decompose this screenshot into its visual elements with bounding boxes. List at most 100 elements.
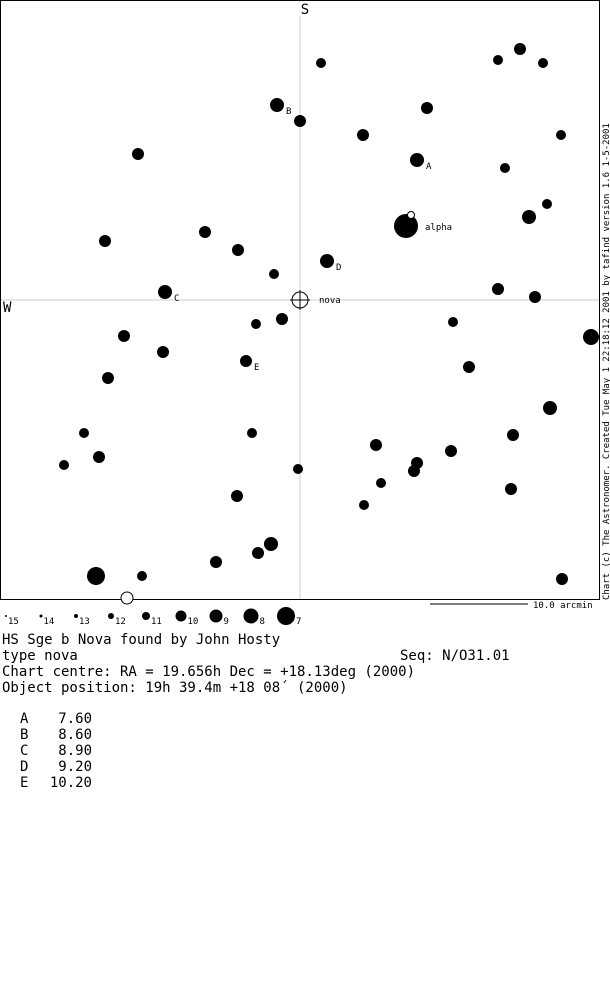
table-mag: 9.20: [58, 759, 92, 775]
table-star: D: [20, 759, 28, 775]
star: [357, 129, 369, 141]
star: [522, 210, 536, 224]
credit: Chart (c) The Astronomer. Created Tue Ma…: [602, 123, 610, 600]
chart-frame: [0, 0, 600, 600]
chart-centre: Chart centre: RA = 19.656h Dec = +18.13d…: [2, 664, 415, 680]
star: [529, 291, 541, 303]
table-mag: 8.90: [58, 743, 92, 759]
north-label: S: [301, 2, 309, 18]
star: [276, 313, 288, 325]
star: [493, 55, 503, 65]
star: [247, 428, 257, 438]
star: [542, 199, 552, 209]
star: [538, 58, 548, 68]
star: [394, 214, 418, 238]
star: [421, 102, 433, 114]
west-label: W: [3, 300, 12, 316]
star: [410, 153, 424, 167]
object-position: Object position: 19h 39.4m +18 08´ (2000…: [2, 680, 348, 696]
star: [252, 547, 264, 559]
star-label: E: [254, 363, 259, 373]
star: [543, 401, 557, 415]
star: [583, 329, 599, 345]
star: [370, 439, 382, 451]
star: [99, 235, 111, 247]
star: [210, 556, 222, 568]
legend-label: 8: [260, 617, 265, 627]
star: [269, 269, 279, 279]
table-star: B: [20, 727, 28, 743]
table-mag: 8.60: [58, 727, 92, 743]
legend-label: 7: [296, 617, 301, 627]
star: [240, 355, 252, 367]
legend-dot: [5, 615, 7, 617]
table-mag: 7.60: [58, 711, 92, 727]
star: [316, 58, 326, 68]
legend-label: 9: [224, 617, 229, 627]
star: [320, 254, 334, 268]
stars: [59, 43, 599, 605]
legend-dot: [74, 614, 78, 618]
legend-label: 11: [151, 617, 162, 627]
legend-dot: [108, 613, 114, 619]
star: [408, 465, 420, 477]
table-star: E: [20, 775, 28, 791]
legend-dot: [209, 609, 223, 623]
label-bg: [298, 2, 310, 16]
table-star: C: [20, 743, 28, 759]
star: [232, 244, 244, 256]
table-mag: 10.20: [50, 775, 92, 791]
star: [500, 163, 510, 173]
star: [157, 346, 169, 358]
star-label: D: [336, 263, 341, 273]
star: [293, 464, 303, 474]
star-open: [120, 591, 134, 605]
star: [505, 483, 517, 495]
star: [556, 130, 566, 140]
star: [376, 478, 386, 488]
legend-dot: [142, 612, 150, 620]
table-star: A: [20, 711, 29, 727]
sequence-table: A 7.60 B 8.60 C 8.90 D 9.20 E 10.20: [20, 711, 92, 791]
legend-label: 14: [44, 617, 55, 627]
sequence: Seq: N/O31.01: [400, 648, 510, 664]
star: [294, 115, 306, 127]
magnitude-legend: 15 14 13 12 11 10 9 8 7: [5, 607, 301, 627]
star: [93, 451, 105, 463]
star: [79, 428, 89, 438]
star: [231, 490, 243, 502]
star: [270, 98, 284, 112]
legend-label: 15: [8, 617, 19, 627]
legend-label: 13: [79, 617, 90, 627]
legend-dot: [277, 607, 295, 625]
legend-dot: [243, 608, 259, 624]
star: [264, 537, 278, 551]
star: [514, 43, 526, 55]
star: [158, 285, 172, 299]
star: [445, 445, 457, 457]
star: [137, 571, 147, 581]
star-label: alpha: [425, 223, 452, 233]
star: [463, 361, 475, 373]
type: type nova: [2, 648, 78, 664]
legend-dot: [175, 610, 187, 622]
title: HS Sge b Nova found by John Hosty: [2, 632, 280, 648]
star-label: nova: [319, 296, 341, 306]
star: [59, 460, 69, 470]
scale-label: 10.0 arcmin: [533, 601, 593, 611]
star: [359, 500, 369, 510]
star-label: B: [286, 107, 291, 117]
star-label: C: [174, 294, 179, 304]
legend-label: 10: [188, 617, 199, 627]
legend-dot: [39, 614, 43, 618]
star: [132, 148, 144, 160]
star-open: [407, 211, 415, 219]
star: [251, 319, 261, 329]
star: [199, 226, 211, 238]
star: [492, 283, 504, 295]
star: [102, 372, 114, 384]
star: [556, 573, 568, 585]
star: [507, 429, 519, 441]
